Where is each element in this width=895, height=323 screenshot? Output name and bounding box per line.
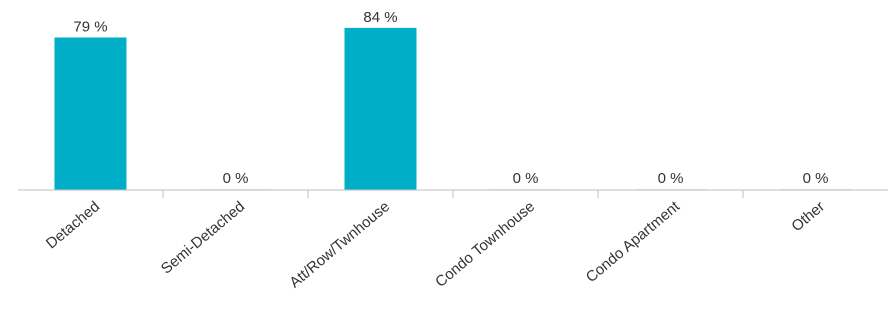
category-label-condo-townhouse: Condo Townhouse (432, 198, 538, 291)
x-axis-ticks-layer (162, 190, 744, 198)
category-label-att-row-twnhouse: Att/Row/Twnhouse (286, 198, 393, 291)
data-label-condo-apartment: 0 % (658, 170, 684, 187)
category-label-condo-apartment: Condo Apartment (583, 198, 684, 287)
data-label-other: 0 % (803, 170, 829, 187)
x-axis-categories-layer: Detached Semi-Detached Att/Row/Twnhouse Con… (43, 198, 828, 292)
data-label-condo-townhouse: 0 % (513, 170, 539, 187)
bar-att-row-twnhouse (344, 27, 417, 191)
category-label-detached: Detached (43, 198, 103, 252)
category-label-other: Other (788, 198, 828, 235)
category-label-semi-detached: Semi-Detached (158, 198, 248, 277)
data-labels-layer: 79 % 0 % 84 % 0 % 0 % 0 % (73, 9, 828, 187)
bars-layer (54, 27, 852, 191)
bar-detached (54, 37, 127, 190)
data-label-semi-detached: 0 % (223, 170, 249, 187)
data-label-att-row-twnhouse: 84 % (363, 9, 397, 26)
data-label-detached: 79 % (73, 19, 107, 36)
